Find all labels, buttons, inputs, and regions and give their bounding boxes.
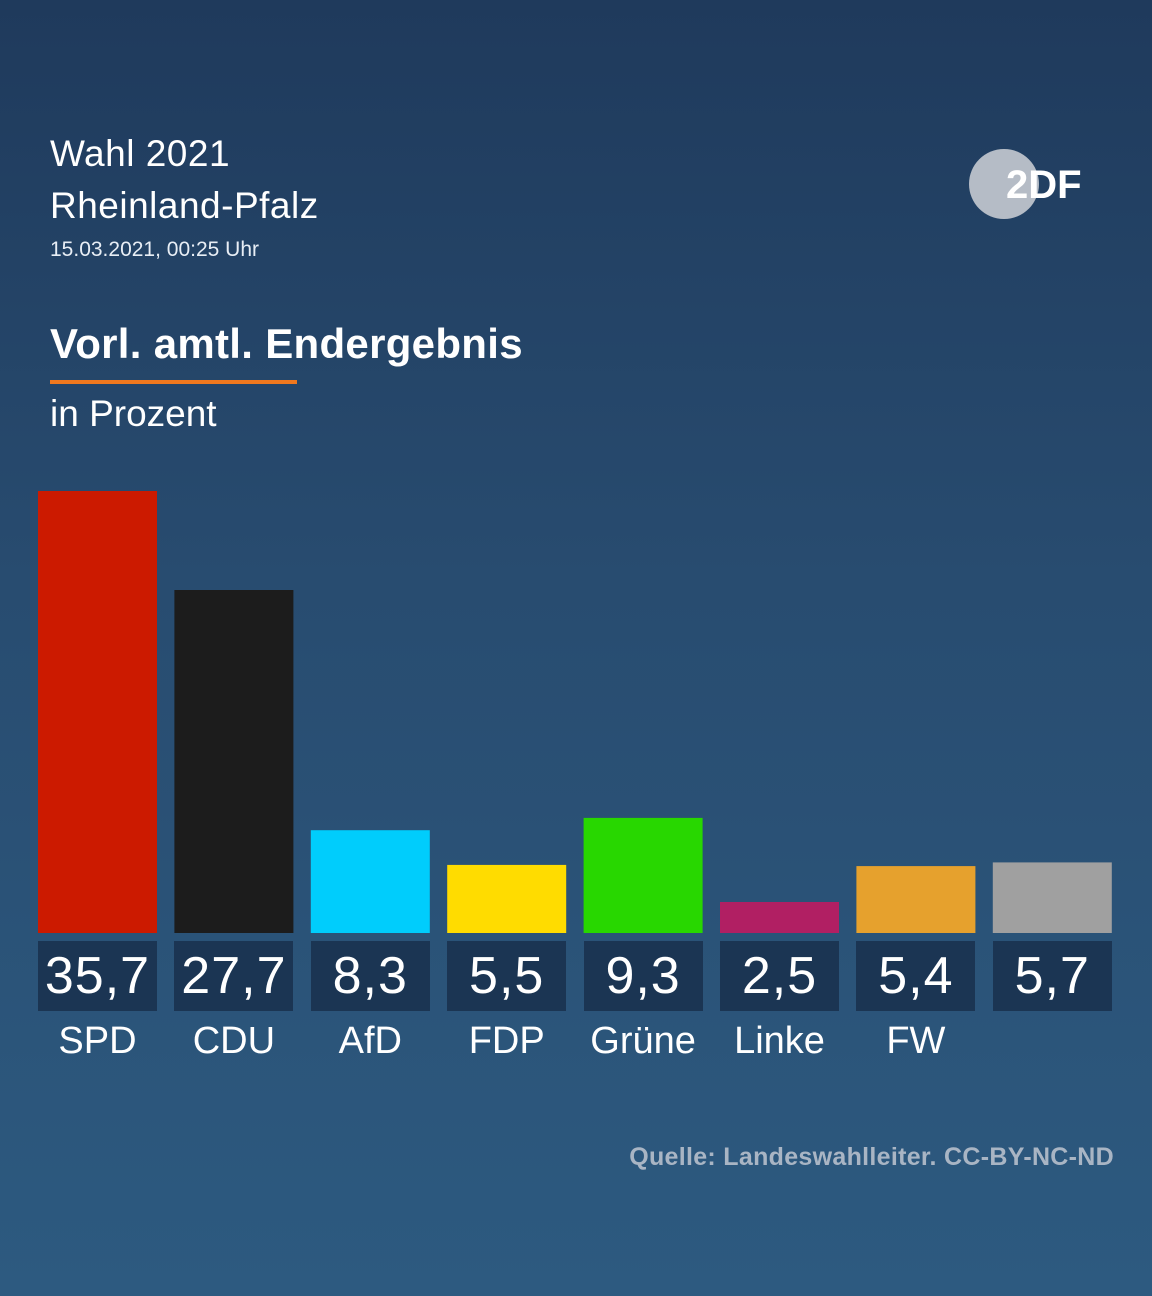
value-label: 35,7 xyxy=(38,941,157,1011)
bar-cdu xyxy=(174,590,294,933)
party-label: FW xyxy=(886,1020,946,1062)
value-label: 27,7 xyxy=(174,941,294,1011)
source-note: Quelle: Landeswahlleiter. CC-BY-NC-ND xyxy=(629,1143,1114,1171)
zdf-logo: 2DF xyxy=(969,149,1082,219)
value-label: 5,7 xyxy=(992,941,1112,1011)
bar-spd xyxy=(38,491,157,933)
value-label: 5,4 xyxy=(856,941,976,1011)
unit-label: in Prozent xyxy=(50,393,217,434)
party-label: Linke xyxy=(734,1020,825,1062)
timestamp: 15.03.2021, 00:25 Uhr xyxy=(50,238,259,261)
party-label: Grüne xyxy=(590,1020,696,1062)
bar-fw xyxy=(856,866,976,933)
party-label: CDU xyxy=(192,1020,276,1062)
bar-sonstige xyxy=(992,862,1112,933)
region-title: Rheinland-Pfalz xyxy=(50,185,319,226)
party-label: SPD xyxy=(58,1020,137,1062)
zdf-logo-circle xyxy=(969,149,1039,219)
bar-grüne xyxy=(583,817,703,933)
election-title: Wahl 2021 xyxy=(50,133,231,174)
bar-afd xyxy=(310,830,430,933)
value-label: 5,5 xyxy=(447,941,567,1011)
value-label: 8,3 xyxy=(310,941,430,1011)
title-underline xyxy=(50,380,297,384)
result-title: Vorl. amtl. Endergebnis xyxy=(50,320,523,367)
party-label: AfD xyxy=(338,1020,402,1062)
chart-header: Wahl 2021 Rheinland-Pfalz 15.03.2021, 00… xyxy=(50,128,319,265)
value-label: 2,5 xyxy=(720,941,839,1011)
zdf-logo-text: 2DF xyxy=(1006,163,1082,207)
value-label: 9,3 xyxy=(583,941,703,1011)
party-label: FDP xyxy=(468,1020,545,1062)
bar-linke xyxy=(720,902,839,933)
bar-fdp xyxy=(447,864,567,933)
